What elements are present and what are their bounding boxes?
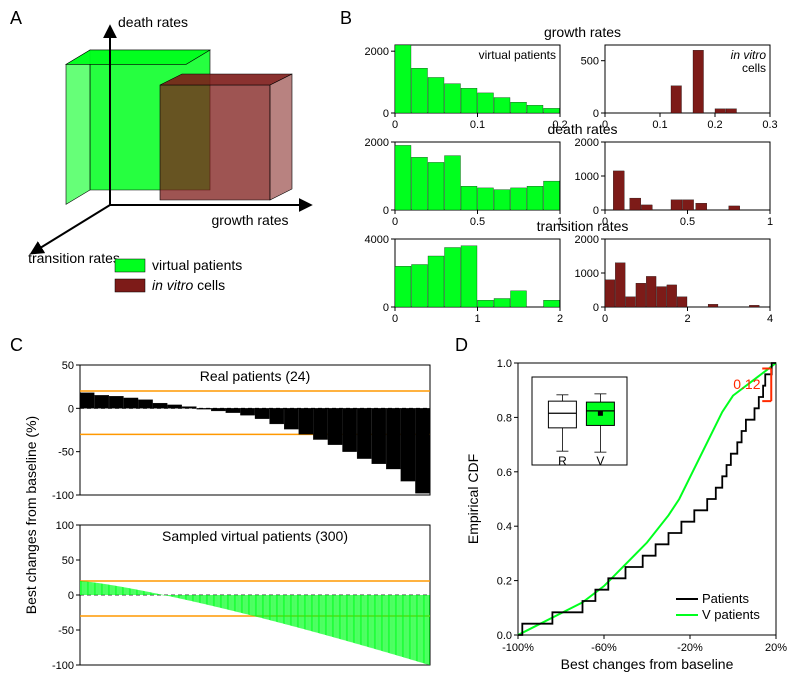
svg-text:-60%: -60% bbox=[591, 642, 617, 654]
svg-text:Real patients (24): Real patients (24) bbox=[200, 368, 311, 384]
svg-text:-100%: -100% bbox=[502, 642, 534, 654]
svg-text:2000: 2000 bbox=[575, 234, 599, 246]
svg-text:death rates: death rates bbox=[118, 15, 188, 30]
svg-text:0: 0 bbox=[593, 205, 599, 217]
svg-text:Best changes from baseline (%): Best changes from baseline (%) bbox=[23, 416, 39, 614]
svg-text:4: 4 bbox=[767, 313, 773, 325]
svg-text:50: 50 bbox=[62, 555, 74, 567]
svg-text:0.12: 0.12 bbox=[733, 376, 760, 392]
panel-b-svg: growth rates0200000.10.2virtual patients… bbox=[345, 10, 795, 330]
svg-text:2: 2 bbox=[557, 313, 563, 325]
svg-text:0.2: 0.2 bbox=[707, 119, 722, 131]
svg-text:0: 0 bbox=[383, 108, 389, 120]
svg-text:1: 1 bbox=[474, 313, 480, 325]
svg-text:Patients: Patients bbox=[702, 591, 749, 606]
svg-text:cells: cells bbox=[742, 61, 766, 75]
panel-d-svg: 0.0 0.2 0.4 0.6 0.8 1.0 -100% -60% -20% 20% Best c… bbox=[460, 345, 795, 695]
svg-text:2: 2 bbox=[684, 313, 690, 325]
svg-text:0: 0 bbox=[392, 313, 398, 325]
svg-text:0.3: 0.3 bbox=[762, 119, 777, 131]
svg-text:virtual patients: virtual patients bbox=[152, 257, 242, 273]
svg-text:0: 0 bbox=[593, 108, 599, 120]
svg-text:100: 100 bbox=[56, 520, 74, 532]
svg-text:death rates: death rates bbox=[547, 121, 617, 137]
svg-text:-100: -100 bbox=[52, 490, 74, 502]
svg-text:0.4: 0.4 bbox=[497, 521, 512, 533]
svg-text:0.0: 0.0 bbox=[497, 630, 512, 642]
svg-text:2000: 2000 bbox=[575, 137, 599, 149]
svg-text:0.1: 0.1 bbox=[652, 119, 667, 131]
svg-text:0.8: 0.8 bbox=[497, 412, 512, 424]
svg-text:50: 50 bbox=[62, 360, 74, 372]
svg-text:1: 1 bbox=[767, 216, 773, 228]
svg-text:4000: 4000 bbox=[365, 234, 389, 246]
svg-text:0: 0 bbox=[68, 590, 74, 602]
svg-text:2000: 2000 bbox=[365, 46, 389, 58]
svg-text:-20%: -20% bbox=[677, 642, 703, 654]
svg-text:20%: 20% bbox=[765, 642, 787, 654]
svg-text:0.1: 0.1 bbox=[470, 119, 485, 131]
svg-text:0: 0 bbox=[392, 119, 398, 131]
svg-text:2000: 2000 bbox=[365, 137, 389, 149]
svg-text:0: 0 bbox=[392, 216, 398, 228]
svg-text:1000: 1000 bbox=[575, 171, 599, 183]
svg-text:transition rates: transition rates bbox=[537, 218, 629, 234]
svg-text:-50: -50 bbox=[58, 447, 74, 459]
svg-text:Sampled virtual patients (300): Sampled virtual patients (300) bbox=[162, 528, 348, 544]
svg-text:1.0: 1.0 bbox=[497, 358, 512, 370]
svg-text:in vitro: in vitro bbox=[731, 48, 767, 62]
svg-text:Empirical CDF: Empirical CDF bbox=[465, 454, 481, 544]
svg-text:V: V bbox=[596, 454, 604, 468]
svg-text:virtual patients: virtual patients bbox=[479, 48, 556, 62]
svg-text:1000: 1000 bbox=[575, 268, 599, 280]
svg-text:0.2: 0.2 bbox=[497, 576, 512, 588]
svg-text:500: 500 bbox=[581, 56, 599, 68]
svg-text:in vitro cells: in vitro cells bbox=[152, 277, 225, 293]
svg-text:0: 0 bbox=[383, 205, 389, 217]
panel-c-svg: Best changes from baseline (%) -100 -50 0 50… bbox=[20, 340, 450, 690]
svg-text:Best changes from baseline: Best changes from baseline bbox=[561, 656, 734, 672]
svg-text:transition rates: transition rates bbox=[28, 250, 120, 266]
svg-text:0.5: 0.5 bbox=[470, 216, 485, 228]
svg-text:-50: -50 bbox=[58, 625, 74, 637]
svg-text:growth rates: growth rates bbox=[544, 24, 621, 40]
svg-text:0: 0 bbox=[383, 302, 389, 314]
svg-text:0: 0 bbox=[593, 302, 599, 314]
panel-a-svg: death rates growth rates transition rates v… bbox=[20, 15, 330, 295]
svg-text:0: 0 bbox=[68, 403, 74, 415]
svg-text:0.6: 0.6 bbox=[497, 467, 512, 479]
svg-text:R: R bbox=[558, 454, 567, 468]
svg-text:0.5: 0.5 bbox=[680, 216, 695, 228]
svg-text:-100: -100 bbox=[52, 660, 74, 672]
svg-text:0: 0 bbox=[602, 313, 608, 325]
svg-text:growth rates: growth rates bbox=[211, 212, 288, 228]
svg-text:V patients: V patients bbox=[702, 607, 760, 622]
